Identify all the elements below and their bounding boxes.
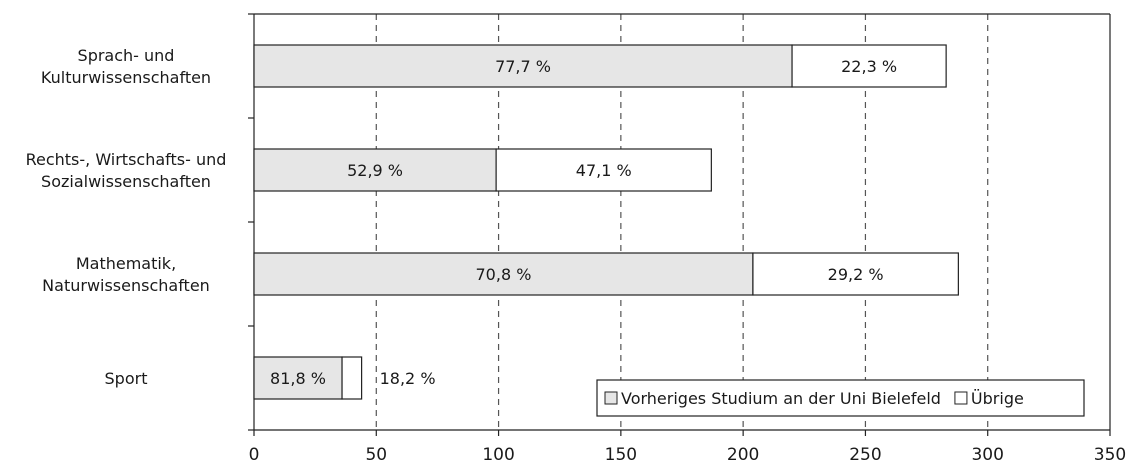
category-label: Sprach- und Kulturwissenschaften: [41, 46, 211, 87]
bars: [253, 44, 959, 400]
legend-swatch-uebrige: [954, 391, 968, 405]
bar-vorheriges-1: [253, 148, 497, 192]
category-label: Sport: [105, 369, 148, 388]
x-tick-label: 150: [605, 445, 637, 465]
x-tick-label: 100: [482, 445, 514, 465]
legend: Vorheriges Studium an der Uni Bielefeld Ü…: [596, 379, 1085, 417]
bar-uebrige-3: [341, 356, 363, 400]
bar-uebrige-1: [495, 148, 712, 192]
legend-swatch-vorheriges: [604, 391, 618, 405]
x-tick-label: 200: [727, 445, 759, 465]
bar-value-label: 52,9 %: [347, 161, 403, 180]
labels: 77,7 % 22,3 % Sprach- und Kulturwissenschaf…: [26, 46, 897, 388]
category-label: Rechts-, Wirtschafts- und Sozialwissensch…: [26, 150, 227, 191]
bar-value-label: 18,2 %: [380, 369, 436, 388]
legend-entry-uebrige: Übrige: [971, 389, 1024, 408]
x-tick-label: 0: [249, 445, 260, 465]
x-tick-label: 250: [849, 445, 881, 465]
bar-uebrige-2: [752, 252, 959, 296]
bar-value-label: 70,8 %: [476, 265, 532, 284]
bar-vorheriges-2: [253, 252, 754, 296]
bar-value-label: 29,2 %: [828, 265, 884, 284]
x-tick-label: 300: [971, 445, 1003, 465]
axes: 0 50 100 150 200 250 300 350: [248, 13, 1126, 465]
category-label: Mathematik, Naturwissenschaften: [42, 254, 210, 295]
bar-value-label: 47,1 %: [576, 161, 632, 180]
bar-vorheriges-3: [253, 356, 343, 400]
bar-value-label: 77,7 %: [495, 57, 551, 76]
x-tick-label: 350: [1094, 445, 1126, 465]
x-tick-label: 50: [365, 445, 387, 465]
legend-entry-vorheriges: Vorheriges Studium an der Uni Bielefeld: [621, 389, 941, 408]
bar-value-label: 81,8 %: [270, 369, 326, 388]
bar-uebrige-0: [791, 44, 947, 88]
bar-value-label: 22,3 %: [841, 57, 897, 76]
legend-box: [596, 379, 1085, 417]
